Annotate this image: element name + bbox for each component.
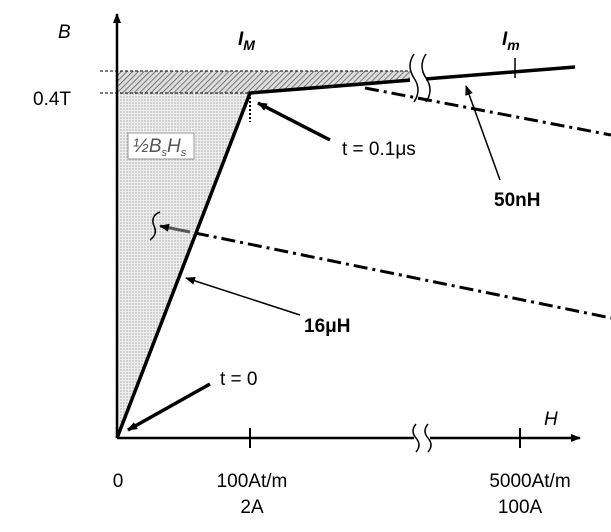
load-line bbox=[364, 86, 611, 137]
current-label: Im bbox=[502, 29, 520, 53]
bh-curve bbox=[115, 65, 576, 439]
x-tick-label: 5000At/m bbox=[489, 471, 570, 492]
pointer bbox=[257, 101, 331, 142]
current-label: IM bbox=[238, 29, 255, 53]
pointer bbox=[465, 85, 501, 181]
pointer bbox=[185, 276, 301, 316]
part: s bbox=[162, 147, 168, 159]
pointer bbox=[159, 223, 191, 234]
annotation: t = 0 bbox=[220, 369, 258, 390]
x-tick-label: 0 bbox=[113, 471, 124, 492]
part: s bbox=[181, 147, 187, 159]
area-label-box bbox=[127, 132, 195, 160]
part: H bbox=[167, 136, 181, 157]
x-tick-sub: 2A bbox=[240, 497, 264, 518]
squiggle bbox=[149, 211, 161, 241]
hatched-strip bbox=[117, 71, 410, 93]
axis-break bbox=[409, 53, 432, 453]
subscript: m bbox=[507, 37, 519, 53]
x-tick-label: 100At/m bbox=[217, 471, 288, 492]
load-line bbox=[194, 231, 611, 320]
symbol: I bbox=[238, 29, 244, 50]
symbol: I bbox=[502, 29, 508, 50]
subscript: M bbox=[243, 37, 255, 53]
pointer bbox=[127, 382, 211, 432]
part: ½B bbox=[133, 136, 162, 157]
annotation: 16μH bbox=[304, 316, 350, 337]
area-label: ½BsHs bbox=[133, 136, 187, 159]
x-tick-sub: 100A bbox=[498, 497, 543, 518]
annotation: t = 0.1μs bbox=[342, 139, 416, 160]
y-axis-label: B bbox=[58, 22, 71, 43]
x-axis-label: H bbox=[544, 409, 558, 430]
annotation: 50nH bbox=[494, 190, 540, 211]
y-tick-label: 0.4T bbox=[33, 89, 71, 110]
